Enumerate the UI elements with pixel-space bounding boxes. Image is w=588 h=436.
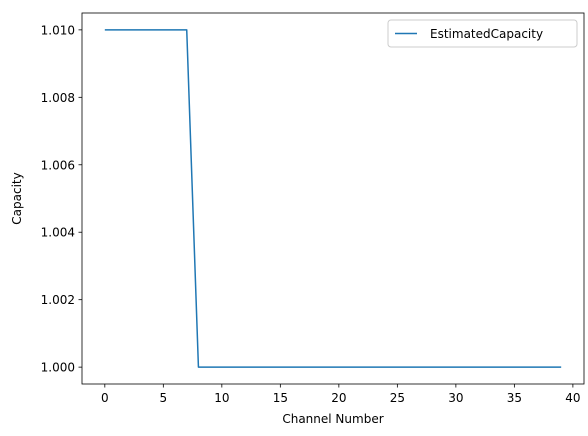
y-tick-label: 1.010 <box>41 23 75 37</box>
x-tick-label: 10 <box>214 391 229 405</box>
y-axis-label: Capacity <box>10 172 24 224</box>
x-axis-label: Channel Number <box>282 412 383 426</box>
series-layer <box>104 29 562 368</box>
y-tick-label: 1.002 <box>41 293 75 307</box>
legend-box <box>387 19 578 48</box>
x-tick-label: 40 <box>565 391 580 405</box>
x-tick-label: 0 <box>101 391 109 405</box>
y-tick-label: 1.000 <box>41 361 75 375</box>
legend: EstimatedCapacity <box>387 19 578 48</box>
x-tick-label: 20 <box>331 391 346 405</box>
axes-frame <box>81 12 585 385</box>
legend-label-estimated-capacity: EstimatedCapacity <box>430 27 543 41</box>
x-tick-label: 25 <box>390 391 405 405</box>
y-tick-label: 1.004 <box>41 226 75 240</box>
y-tick-label: 1.008 <box>41 91 75 105</box>
x-tick-label: 35 <box>507 391 522 405</box>
x-tick-label: 15 <box>273 391 288 405</box>
x-tick-label: 5 <box>160 391 168 405</box>
x-axis-ticks: 0 5 10 15 20 25 30 35 40 <box>101 384 581 405</box>
x-tick-label: 30 <box>448 391 463 405</box>
y-axis-ticks: 1.000 1.002 1.004 1.006 1.008 1.010 <box>41 23 82 375</box>
y-tick-label: 1.006 <box>41 158 75 172</box>
series-line-estimated-capacity <box>104 29 562 368</box>
